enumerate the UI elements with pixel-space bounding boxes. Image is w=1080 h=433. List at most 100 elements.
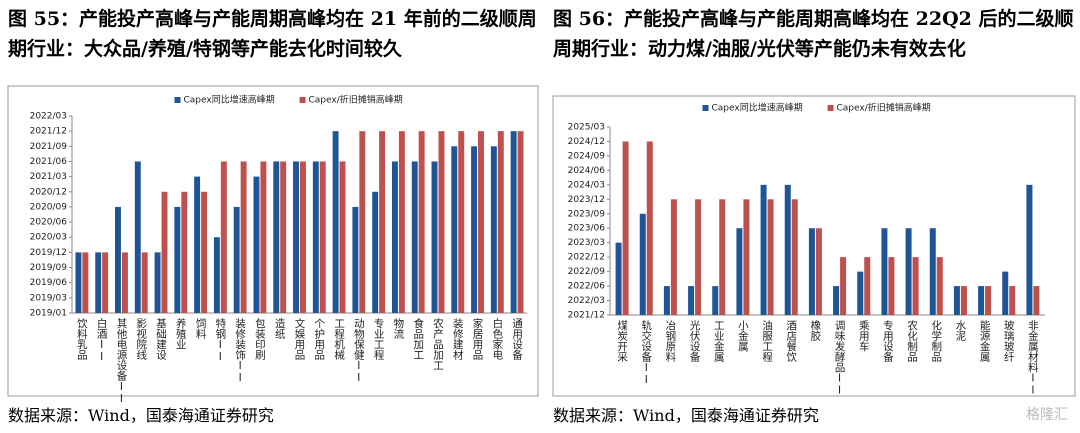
legend-swatch — [827, 105, 834, 111]
bar — [767, 199, 774, 315]
y-tick-label: 2019/03 — [30, 293, 67, 303]
bar — [510, 131, 517, 313]
bar — [411, 161, 418, 313]
y-tick-label: 2021/12 — [30, 127, 67, 137]
y-tick-label: 2019/01 — [30, 309, 67, 319]
bar — [490, 146, 497, 313]
bar — [398, 131, 405, 313]
frame — [552, 95, 1076, 397]
x-tick-label: 白酒II — [96, 317, 108, 363]
bar — [808, 228, 815, 315]
y-tick-label: 2023/06 — [568, 224, 606, 234]
source: 数据来源：Wind，国泰海通证券研究 — [8, 406, 274, 425]
x-tick-label: 工程机械 — [333, 318, 345, 361]
bar — [391, 161, 398, 313]
bar — [253, 176, 260, 313]
bar — [497, 131, 504, 313]
bar — [300, 161, 306, 313]
y-tick-label: 2021/03 — [30, 172, 67, 182]
x-tick-label: 其他电源设备II — [115, 318, 127, 405]
y-tick-label: 2021/09 — [30, 142, 68, 152]
bar — [121, 252, 128, 313]
x-tick-label: 装修建材 — [452, 317, 464, 360]
bar — [929, 228, 936, 315]
x-tick-label: 工业金属 — [713, 320, 725, 363]
legend-label: Capex/折旧摊销高峰期 — [309, 94, 403, 106]
x-tick-label: 非金属材料II — [1027, 320, 1039, 397]
x-tick-label: 特钢II — [214, 318, 226, 363]
bar — [161, 191, 168, 313]
legend-swatch — [702, 105, 709, 111]
bar — [260, 161, 267, 313]
bar — [615, 242, 622, 315]
x-tick-label: 装修装饰II — [234, 317, 246, 384]
bar — [978, 286, 985, 315]
bar — [936, 257, 943, 315]
x-tick-label: 农产品加工 — [432, 317, 444, 370]
chart-title: 图 56：产能投产高峰与产能周期高峰均在 22Q2 后的二级顺周期行业：动力煤/… — [553, 8, 1074, 60]
bar — [75, 252, 82, 313]
bar — [784, 184, 791, 315]
bar — [352, 206, 359, 313]
bar — [695, 199, 702, 315]
bar — [864, 257, 871, 315]
watermark: 格隆汇 — [1026, 407, 1068, 423]
x-tick-label: 光伏设备 — [689, 319, 701, 363]
x-tick-label: 水泥 — [954, 320, 966, 342]
bar — [359, 131, 366, 313]
bar — [833, 286, 840, 315]
bar — [663, 286, 670, 315]
bar — [517, 131, 524, 313]
bar — [102, 252, 109, 313]
y-tick-label: 2019/06 — [30, 278, 68, 288]
x-tick-label: 轨交设备II — [640, 319, 652, 386]
bar — [240, 161, 247, 313]
bar — [815, 228, 822, 315]
legend-label: Capex同比增速高峰期 — [712, 102, 803, 114]
bar — [154, 252, 161, 313]
y-tick-label: 2023/03 — [568, 238, 605, 248]
bar — [194, 176, 201, 313]
source: 数据来源：Wind，国泰海通证券研究 — [553, 406, 819, 425]
x-tick-label: 动物保健II — [353, 318, 365, 384]
bar — [1009, 286, 1016, 315]
x-tick-label: 专业工程 — [373, 317, 385, 360]
bar — [719, 199, 726, 315]
bar — [1033, 286, 1040, 315]
bar — [646, 141, 653, 315]
bar — [953, 286, 960, 315]
x-tick-label: 化学制品 — [930, 319, 942, 363]
bar — [220, 161, 227, 313]
y-tick-label: 2021/12 — [568, 311, 605, 321]
y-tick-label: 2023/12 — [568, 195, 605, 205]
bar — [688, 286, 695, 315]
bar — [201, 191, 208, 313]
y-tick-label: 2021/06 — [30, 157, 68, 167]
bar — [431, 161, 438, 313]
x-tick-label: 基础建设 — [155, 317, 167, 361]
x-tick-label: 包装印刷 — [254, 317, 266, 360]
x-tick-label: 专用设备 — [882, 319, 894, 363]
legend-label: Capex同比增速高峰期 — [184, 94, 275, 106]
bar — [174, 206, 181, 313]
bar — [905, 228, 912, 315]
y-tick-label: 2022/12 — [568, 253, 605, 263]
x-tick-label: 橡胶 — [809, 319, 821, 342]
x-tick-label: 家居用品 — [472, 317, 484, 361]
bar — [418, 131, 425, 313]
bar — [791, 199, 798, 315]
y-tick-label: 2020/03 — [30, 233, 67, 243]
bar — [312, 161, 319, 313]
x-tick-label: 影视院线 — [135, 317, 147, 360]
x-tick-label: 饮料乳品 — [76, 317, 88, 361]
y-tick-label: 2025/03 — [568, 123, 605, 133]
bar — [293, 161, 299, 313]
bar — [743, 199, 750, 315]
bar — [912, 257, 919, 315]
x-tick-label: 个护用品 — [313, 318, 325, 361]
y-tick-label: 2024/09 — [568, 151, 606, 161]
bar — [273, 161, 280, 313]
legend-label: Capex/折旧摊销高峰期 — [837, 102, 931, 114]
